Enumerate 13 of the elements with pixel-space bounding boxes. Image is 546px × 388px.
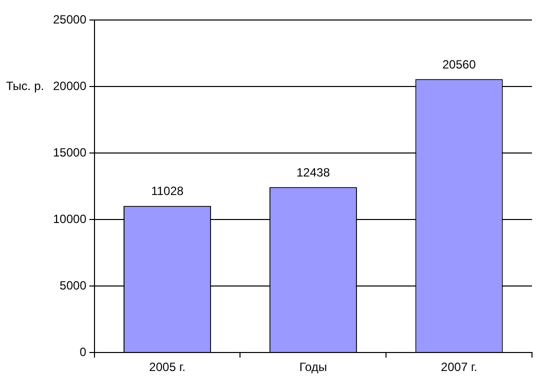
y-tick-label: 25000 [52,12,87,26]
data-label: 20560 [442,57,476,72]
y-axis-title: Тыс. р. [6,78,44,93]
x-tick-label: 2005 г. [149,360,186,374]
y-tick-label: 5000 [60,278,87,292]
x-tick-label: Годы [299,360,328,374]
data-label: 11028 [151,184,184,198]
y-tick-label: 0 [80,344,87,359]
x-tick-label: 2007 г. [440,360,478,374]
y-tick-label: 10000 [52,212,87,226]
y-tick-label: 20000 [52,78,87,93]
data-label: 12438 [296,165,330,180]
y-tick-label: 15000 [52,145,87,160]
